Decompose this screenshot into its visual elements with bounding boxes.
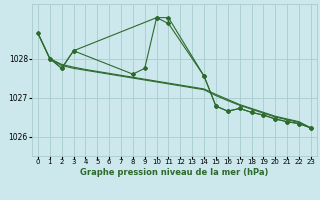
X-axis label: Graphe pression niveau de la mer (hPa): Graphe pression niveau de la mer (hPa) xyxy=(80,168,268,177)
